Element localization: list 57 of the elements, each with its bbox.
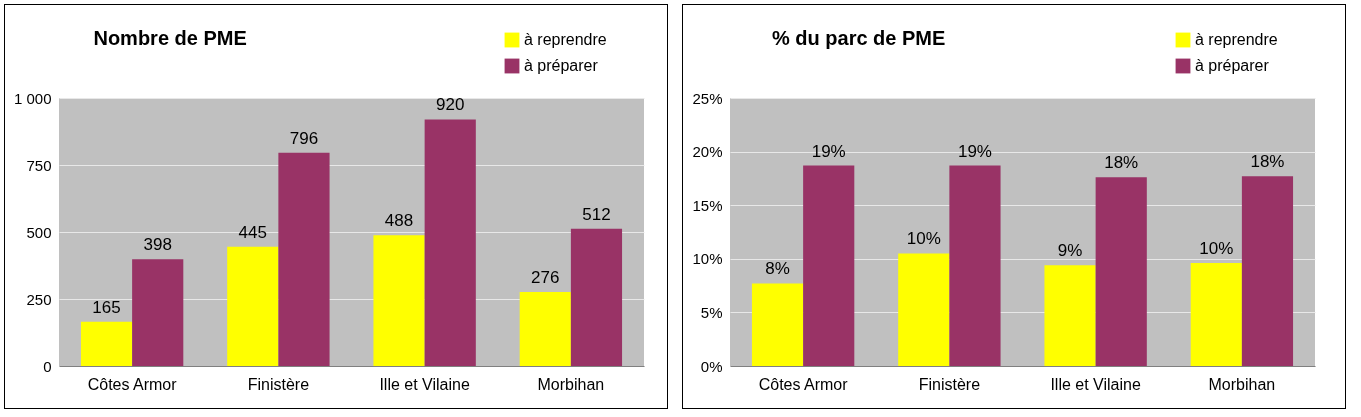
data-label: 18%: [1104, 153, 1139, 173]
y-tick-label: 10%: [692, 250, 723, 268]
chart-title: Nombre de PME: [93, 27, 247, 49]
data-label: 512: [582, 204, 611, 224]
y-tick-label: 500: [26, 223, 52, 241]
data-label: 18%: [1250, 152, 1285, 172]
data-label: 488: [384, 211, 414, 231]
y-tick-label: 25%: [692, 89, 723, 107]
data-label: 276: [531, 268, 560, 288]
data-label: 10%: [906, 229, 941, 249]
data-label: 398: [143, 235, 172, 255]
y-tick-label: 250: [26, 290, 52, 308]
bar: [949, 165, 1001, 366]
y-tick-label: 1 000: [13, 89, 52, 107]
legend-label: à préparer: [1195, 57, 1270, 74]
x-tick-label: Finistère: [918, 375, 981, 393]
data-label: 19%: [811, 141, 846, 161]
bar: [1190, 263, 1242, 366]
x-tick-label: Morbihan: [1208, 375, 1276, 393]
bar: [1095, 177, 1147, 366]
x-tick-label: Ille et Vilaine: [1050, 375, 1141, 393]
y-tick-label: 0: [43, 357, 52, 375]
data-label: 19%: [957, 141, 992, 161]
data-label: 165: [92, 297, 121, 317]
legend-label: à reprendre: [1195, 31, 1278, 48]
data-label: 9%: [1057, 241, 1083, 261]
data-label: 796: [289, 128, 319, 148]
bar: [803, 165, 855, 366]
y-tick-label: 5%: [700, 303, 723, 321]
data-label: 10%: [1199, 239, 1234, 259]
bar: [898, 253, 950, 366]
bar: [278, 152, 330, 366]
legend-label: à reprendre: [524, 31, 607, 48]
bar: [80, 321, 133, 366]
y-tick-label: 0%: [700, 357, 723, 375]
bar: [373, 235, 425, 366]
x-tick-label: Finistère: [247, 375, 310, 393]
y-tick-label: 15%: [692, 196, 723, 214]
y-tick-label: 750: [26, 156, 52, 174]
bar: [227, 246, 279, 366]
bar: [751, 283, 804, 366]
bar: [1241, 176, 1294, 366]
x-tick-label: Morbihan: [537, 375, 605, 393]
legend-label: à préparer: [524, 57, 599, 74]
data-label: 920: [436, 95, 465, 115]
x-tick-label: Côtes Armor: [758, 375, 849, 393]
bar: [424, 119, 476, 366]
y-tick-label: 20%: [692, 143, 723, 161]
chart-title: % du parc de PME: [771, 27, 946, 49]
bar: [132, 259, 184, 366]
bar: [1044, 265, 1096, 366]
bar: [519, 292, 571, 366]
x-tick-label: Côtes Armor: [87, 375, 178, 393]
data-label: 445: [238, 222, 267, 242]
data-label: 8%: [765, 259, 790, 279]
x-tick-label: Ille et Vilaine: [379, 375, 470, 393]
bar: [570, 228, 623, 366]
